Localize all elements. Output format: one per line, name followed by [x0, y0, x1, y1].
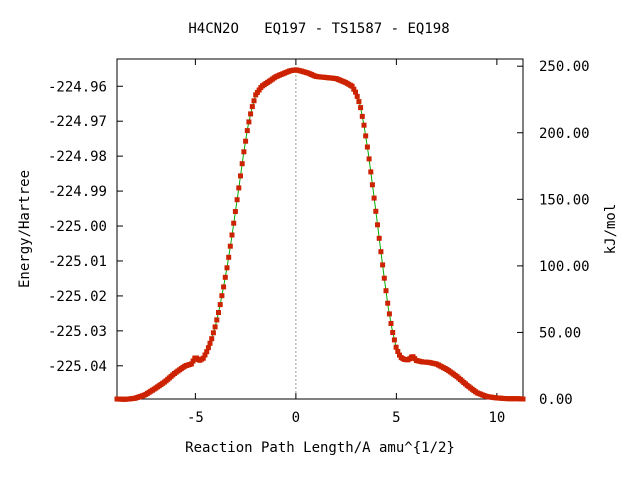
data-point: [210, 330, 216, 336]
data-point: [249, 104, 255, 110]
y-tick-label: -225.03: [48, 324, 107, 340]
data-point: [520, 396, 526, 402]
data-point: [378, 249, 384, 255]
data-point: [361, 122, 367, 128]
data-point: [226, 254, 232, 260]
data-point: [236, 185, 242, 191]
data-point: [385, 300, 391, 306]
data-point: [224, 265, 230, 271]
data-point: [368, 169, 374, 175]
data-point: [229, 232, 235, 238]
x-tick-label: 5: [392, 410, 400, 426]
chart-title: H4CN2O EQ197 - TS1587 - EQ198: [188, 21, 449, 37]
data-point: [217, 302, 223, 308]
y2-tick-label: 150.00: [539, 192, 590, 208]
data-point: [227, 243, 233, 249]
data-point: [239, 161, 245, 167]
data-point: [366, 156, 372, 162]
data-point: [388, 321, 394, 326]
y-tick-label: -225.02: [48, 289, 107, 305]
data-point: [369, 182, 375, 188]
data-point: [214, 317, 220, 323]
y2-axis-label: kJ/mol: [603, 204, 619, 255]
y-tick-label: -224.96: [48, 79, 107, 95]
data-point: [202, 352, 208, 358]
data-point: [231, 220, 237, 226]
y-tick-label: -225.01: [48, 254, 107, 270]
data-point: [200, 355, 206, 361]
data-point: [238, 173, 243, 179]
data-point: [251, 98, 257, 104]
data-point: [390, 330, 396, 335]
data-point: [380, 262, 386, 268]
data-point: [371, 195, 377, 201]
data-point: [376, 235, 382, 241]
plot-frame: [116, 58, 524, 400]
data-point: [375, 222, 380, 228]
x-axis-label: Reaction Path Length/A amu^{1/2}: [185, 440, 455, 456]
data-point: [234, 197, 240, 203]
y2-tick-label: 250.00: [539, 59, 590, 75]
data-point: [395, 349, 401, 354]
data-point: [393, 344, 399, 350]
data-point: [351, 86, 357, 92]
data-point: [364, 144, 370, 150]
x-tick-label: 0: [292, 410, 300, 426]
data-point: [241, 149, 247, 155]
data-point: [222, 274, 228, 280]
data-point: [353, 89, 358, 95]
data-point: [381, 275, 387, 281]
x-tick-label: 10: [488, 410, 505, 426]
y-axis-label: Energy/Hartree: [17, 170, 33, 288]
x-tick-label: -5: [187, 410, 204, 426]
data-point: [221, 284, 227, 290]
data-point: [207, 340, 213, 346]
data-point: [391, 337, 397, 343]
data-point: [354, 93, 360, 99]
data-point: [248, 111, 254, 117]
data-point: [363, 133, 369, 139]
data-point: [359, 113, 365, 119]
y2-tick-label: 200.00: [539, 126, 590, 142]
y-tick-label: -225.04: [48, 359, 107, 375]
y2-tick-label: 50.00: [539, 325, 581, 341]
data-point: [244, 128, 250, 134]
y-tick-label: -224.98: [48, 149, 107, 165]
data-point: [190, 358, 196, 364]
data-point: [349, 83, 355, 89]
data-point: [358, 105, 364, 111]
data-point: [373, 208, 379, 214]
data-point: [219, 293, 225, 299]
y-tick-label: -225.00: [48, 219, 107, 235]
data-point: [243, 138, 249, 144]
data-point: [205, 345, 211, 351]
data-point: [204, 349, 210, 355]
energy-curve: [116, 69, 524, 400]
data-point: [246, 119, 252, 125]
y2-tick-label: 0.00: [539, 392, 573, 408]
data-point: [383, 288, 389, 294]
y-tick-label: -224.99: [48, 184, 107, 200]
data-point: [216, 310, 221, 315]
data-point: [188, 361, 194, 367]
y2-tick-label: 100.00: [539, 259, 590, 275]
data-point: [232, 209, 238, 214]
y-tick-label: -224.97: [48, 114, 107, 130]
data-point: [386, 311, 392, 317]
data-point: [356, 99, 362, 105]
data-point: [212, 324, 218, 330]
data-point: [209, 336, 215, 342]
